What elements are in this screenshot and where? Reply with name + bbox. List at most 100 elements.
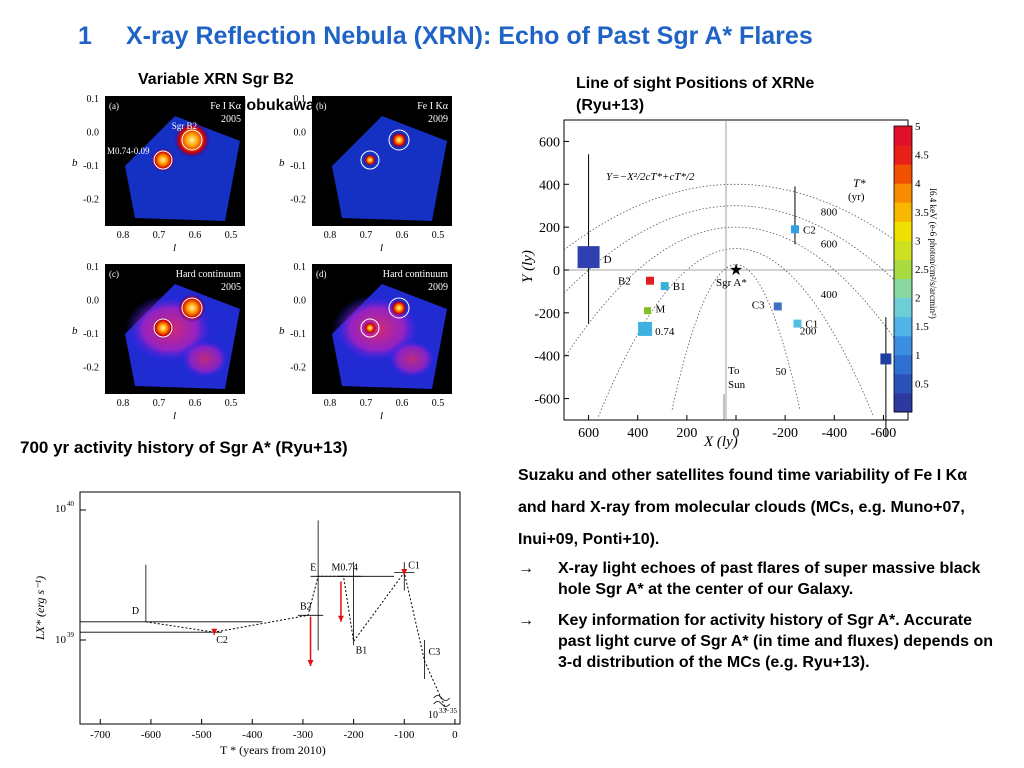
los-point-label: Sgr A*	[716, 277, 747, 289]
los-colorbar-segment	[894, 126, 912, 146]
xrn-ytick-label: -0.1	[83, 329, 99, 340]
xrn-hotspot	[152, 317, 174, 339]
xrn-panel-label: Fe I Kα	[417, 101, 449, 112]
history-plot-frame	[79, 491, 461, 725]
xrn-panel-tag: (a)	[109, 101, 119, 111]
xrn-xtick-label: 0.7	[153, 230, 166, 241]
los-point-label: C1	[805, 319, 818, 331]
bullet-item-2: → Key information for activity history of…	[518, 610, 998, 673]
history-x-tick-label: -200	[344, 729, 365, 741]
xrn-hotspot	[364, 322, 376, 334]
xrn-xtick-label: 0.5	[225, 398, 238, 409]
xrn-marker-circle	[388, 129, 410, 151]
los-colorbar-segment	[894, 278, 912, 299]
los-colorbar-frame	[893, 125, 913, 413]
xrn-ytick-label: 0.0	[294, 296, 307, 307]
xrn-ytick-label: -0.2	[83, 363, 99, 374]
xrn-xtick-label: 0.8	[324, 398, 337, 409]
los-colorbar-segment	[894, 240, 912, 260]
los-colorbar-segment	[894, 373, 912, 394]
history-light-curve	[145, 571, 448, 713]
los-contour-label: 400	[821, 289, 838, 301]
xrn-hotspot	[174, 122, 210, 158]
los-contour-label: 50	[775, 366, 787, 378]
xrn-panel-tag: (d)	[316, 269, 327, 279]
los-x-tick-label: -400	[821, 426, 847, 441]
xrn-caption-1: Variable XRN Sgr B2	[138, 71, 294, 88]
arrow-right-icon: →	[518, 612, 534, 629]
los-x-tick-label: -600	[871, 426, 897, 441]
xrn-panel: (b) Fe I Kα 2009 0.1 0.0 -0.1 -0.2 b 0.8 0.7 0.6 0.…	[279, 94, 452, 254]
los-x-tick-label: -200	[772, 426, 798, 441]
los-colorbar-tick: 2.5	[915, 264, 929, 276]
xrn-ytick-label: 0.0	[87, 296, 100, 307]
bullet-intro: Suzaku and other satellites found time v…	[518, 467, 968, 548]
los-colorbar-tick: 1	[915, 350, 921, 362]
xrn-ytick-label: -0.2	[290, 195, 306, 206]
history-floor-label: 10	[428, 710, 438, 721]
los-point-label: B1	[673, 281, 686, 293]
xrn-ytick-label: -0.1	[83, 161, 99, 172]
xrn-panel-year: 2009	[428, 114, 448, 125]
xrn-panel-year: 2005	[221, 282, 241, 293]
bullet-text: Suzaku and other satellites found time v…	[518, 460, 998, 673]
los-colorbar-segment	[894, 259, 912, 280]
xrn-xtick-label: 0.7	[360, 398, 373, 409]
history-x-tick-label: -100	[394, 729, 415, 741]
xrn-ytick-label: -0.1	[290, 329, 306, 340]
xrn-panel-label: Hard continuum	[176, 269, 241, 280]
los-x-tick-label: 200	[676, 426, 697, 441]
xrn-ytick-label: 0.1	[87, 262, 100, 273]
los-contour-label: 600	[821, 239, 838, 251]
history-arrowhead	[211, 628, 218, 635]
xrn-panel-label: Fe I Kα	[210, 101, 242, 112]
history-point-label: C3	[429, 647, 441, 658]
los-point	[880, 353, 892, 365]
history-axis-break	[433, 695, 450, 707]
los-to-sun-1: To	[728, 365, 740, 377]
los-point	[638, 321, 653, 336]
history-point-label: C1	[408, 560, 420, 571]
xrn-panel: (d) Hard continuum 2009 0.1 0.0 -0.1 -0.2 b 0.8 0…	[279, 262, 452, 422]
los-y-tick-label: -400	[534, 350, 560, 365]
xrn-xtick-label: 0.6	[396, 398, 409, 409]
xrn-marker-circle	[181, 129, 203, 151]
xrn-b-axis-label: b	[72, 325, 78, 337]
xrn-panel-year: 2005	[221, 114, 241, 125]
xrn-image-figure: (a) Fe I Kα 2005 Sgr B2 M0.74-0.09 0.1 0.0 -0.1…	[72, 94, 452, 422]
los-point-label: 0.74	[655, 326, 675, 338]
xrn-xtick-label: 0.8	[324, 230, 337, 241]
los-colorbar-segment	[894, 335, 912, 356]
bullet-item-2-text: Key information for activity history of …	[558, 612, 994, 671]
xrn-l-axis-label: l	[173, 410, 176, 422]
xrn-b-axis-label: b	[279, 157, 285, 169]
bullet-item-1: → X-ray light echoes of past flares of su…	[518, 558, 998, 600]
los-colorbar-title: I6.4 keV (e-6 photon/cm²/s/arcmin²)	[928, 188, 938, 319]
los-point-label: D	[604, 254, 612, 266]
xrn-panel-year: 2009	[428, 282, 448, 293]
history-x-tick-label: -400	[242, 729, 263, 741]
xrn-emission-region	[125, 116, 240, 221]
los-colorbar-tick: 4.5	[915, 150, 929, 162]
xrn-xtick-label: 0.6	[189, 230, 202, 241]
los-colorbar-segment	[894, 297, 912, 318]
los-y-tick-label: 400	[539, 178, 560, 193]
los-y-axis-label: Y (ly)	[520, 250, 536, 283]
xrn-ytick-label: -0.2	[83, 195, 99, 206]
los-y-tick-label: -200	[534, 307, 560, 322]
los-caption-1: Line of sight Positions of XRNe	[576, 75, 815, 92]
xrn-xtick-label: 0.7	[153, 398, 166, 409]
los-point-label: B2	[618, 276, 631, 288]
los-x-axis-label: X (ly)	[703, 434, 738, 450]
los-x-tick-label: 400	[627, 426, 648, 441]
history-arrowhead	[337, 615, 344, 622]
los-contour-label: 200	[800, 325, 817, 337]
xrn-emission-blob	[387, 339, 437, 379]
los-x-tick-label: 0	[733, 426, 740, 441]
los-point	[646, 276, 654, 285]
los-colorbar-segment	[894, 354, 912, 375]
history-point-label: C2	[216, 635, 228, 646]
history-floor-exp: 33−35	[439, 707, 457, 715]
xrn-hotspot	[391, 300, 407, 316]
